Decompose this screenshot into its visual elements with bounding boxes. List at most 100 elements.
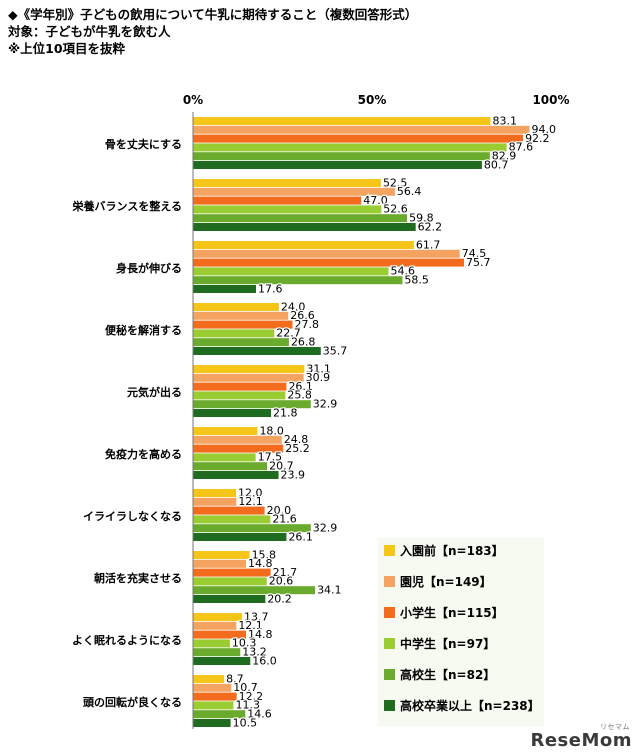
x-tick-label: 0% (183, 93, 203, 107)
legend-label: 小学生【n=115】 (400, 605, 504, 620)
bar (193, 347, 321, 355)
data-label: 17.6 (258, 282, 283, 295)
data-label: 22.7 (276, 327, 301, 340)
bar (193, 161, 482, 169)
data-label: 92.2 (525, 132, 550, 145)
bar (193, 196, 362, 205)
data-label: 82.9 (492, 150, 516, 163)
bar (193, 497, 237, 506)
bar (193, 223, 416, 231)
bar (193, 285, 257, 293)
bar (193, 205, 382, 214)
legend-label: 入園前【n=183】 (400, 543, 504, 558)
bar (193, 152, 490, 161)
bar (193, 311, 289, 320)
bar (193, 249, 460, 258)
data-label: 32.9 (313, 522, 338, 535)
bar (193, 657, 251, 665)
bar (193, 365, 305, 373)
bar (193, 117, 491, 125)
legend-label: 中学生【n=97】 (400, 636, 495, 651)
bar (193, 533, 287, 541)
bar (193, 382, 287, 391)
chart-subject: 対象：子どもが牛乳を飲む人 (8, 24, 171, 39)
legend-swatch (384, 607, 395, 618)
bar (193, 179, 381, 187)
legend-label: 園児【n=149】 (400, 574, 492, 589)
category-label: 便秘を解消する (105, 323, 182, 337)
data-label: 26.1 (288, 530, 313, 543)
bar (193, 568, 271, 577)
chart-note: ※上位10項目を抜粋 (8, 41, 126, 56)
data-label: 14.6 (247, 708, 272, 721)
data-label: 20.2 (267, 592, 292, 605)
category-label: イライラしなくなる (83, 510, 182, 523)
bar (193, 586, 316, 595)
category-label: 骨を丈夫にする (105, 137, 182, 151)
bar (193, 710, 246, 719)
bar (193, 559, 246, 568)
bar (193, 683, 232, 692)
watermark-kana: リセマム (600, 723, 630, 731)
bar (193, 639, 230, 648)
data-label: 52.5 (383, 176, 408, 189)
bar (193, 267, 389, 276)
category-label: 朝活を充実させる (94, 571, 182, 585)
category-label: よく眠れるようになる (72, 634, 182, 647)
data-label: 8.7 (226, 672, 244, 685)
data-label: 26.6 (290, 309, 315, 322)
bar (193, 320, 293, 329)
bar (193, 675, 225, 683)
data-label: 20.7 (269, 460, 294, 473)
bar (193, 214, 408, 223)
data-label: 54.6 (390, 265, 415, 278)
data-label: 34.1 (317, 584, 342, 597)
legend-label: 高校生【n=82】 (400, 667, 495, 682)
data-label: 75.7 (466, 256, 491, 269)
data-label: 14.8 (248, 557, 273, 570)
data-label: 14.8 (248, 628, 273, 641)
x-tick-label: 100% (532, 93, 569, 107)
bar (193, 577, 267, 586)
bar (193, 551, 250, 559)
category-label: 身長が伸びる (116, 261, 182, 275)
data-label: 35.7 (323, 344, 348, 357)
bar (193, 329, 275, 338)
bar (193, 143, 507, 152)
bar (193, 276, 403, 285)
data-label: 61.7 (416, 238, 441, 251)
bar (193, 444, 284, 453)
chart-header: ◆《学年別》子どもの飲用について牛乳に期待すること（複数回答形式） 対象：子ども… (8, 6, 417, 57)
data-label: 80.7 (484, 158, 509, 171)
data-label: 59.8 (409, 212, 434, 225)
data-label: 11.3 (235, 699, 259, 712)
legend-swatch (384, 545, 395, 556)
bar (193, 489, 236, 497)
watermark-text: ReseMom (530, 730, 632, 751)
data-label: 10.7 (233, 681, 258, 694)
data-label: 26.8 (291, 336, 316, 349)
bar (193, 506, 265, 515)
data-label: 15.8 (252, 548, 277, 561)
bar (193, 453, 256, 462)
legend-swatch (384, 700, 395, 711)
bar (193, 134, 524, 143)
bar (193, 400, 311, 409)
data-label: 24.0 (281, 300, 306, 313)
legend-swatch (384, 638, 395, 649)
data-label: 87.6 (509, 141, 534, 154)
category-label: 元気が出る (127, 385, 182, 399)
data-label: 62.2 (418, 220, 443, 233)
data-label: 10.5 (233, 716, 258, 729)
category-label: 頭の回転が良くなる (83, 695, 182, 709)
data-label: 25.2 (285, 442, 310, 455)
data-label: 23.9 (281, 468, 306, 481)
bar (193, 303, 279, 311)
bar (193, 719, 231, 727)
data-label: 18.0 (259, 424, 284, 437)
bar (193, 701, 234, 710)
data-label: 52.6 (383, 203, 408, 216)
data-label: 56.4 (397, 185, 422, 198)
bar (193, 595, 266, 603)
